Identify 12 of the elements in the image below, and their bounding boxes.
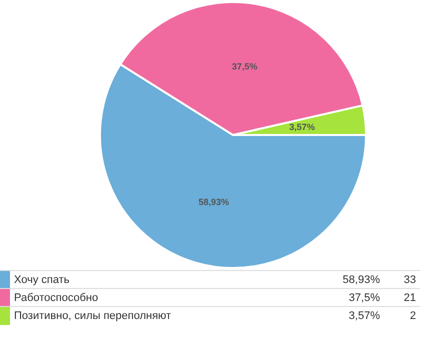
text: 21	[384, 288, 420, 306]
text: 2	[384, 306, 420, 324]
legend-label: Работоспособно	[10, 288, 304, 306]
legend-label: Хочу спать	[10, 270, 304, 288]
text: 33	[384, 270, 420, 288]
data-label: 3,57%	[289, 122, 315, 132]
text: 58,93%	[342, 274, 380, 286]
legend-label: Позитивно, силы переполняют	[10, 306, 304, 324]
text: 3,57%	[348, 310, 380, 322]
data-label: 58,93%	[198, 196, 230, 207]
data-label: 37,5%	[232, 61, 258, 72]
text: 37,5%	[348, 292, 380, 304]
